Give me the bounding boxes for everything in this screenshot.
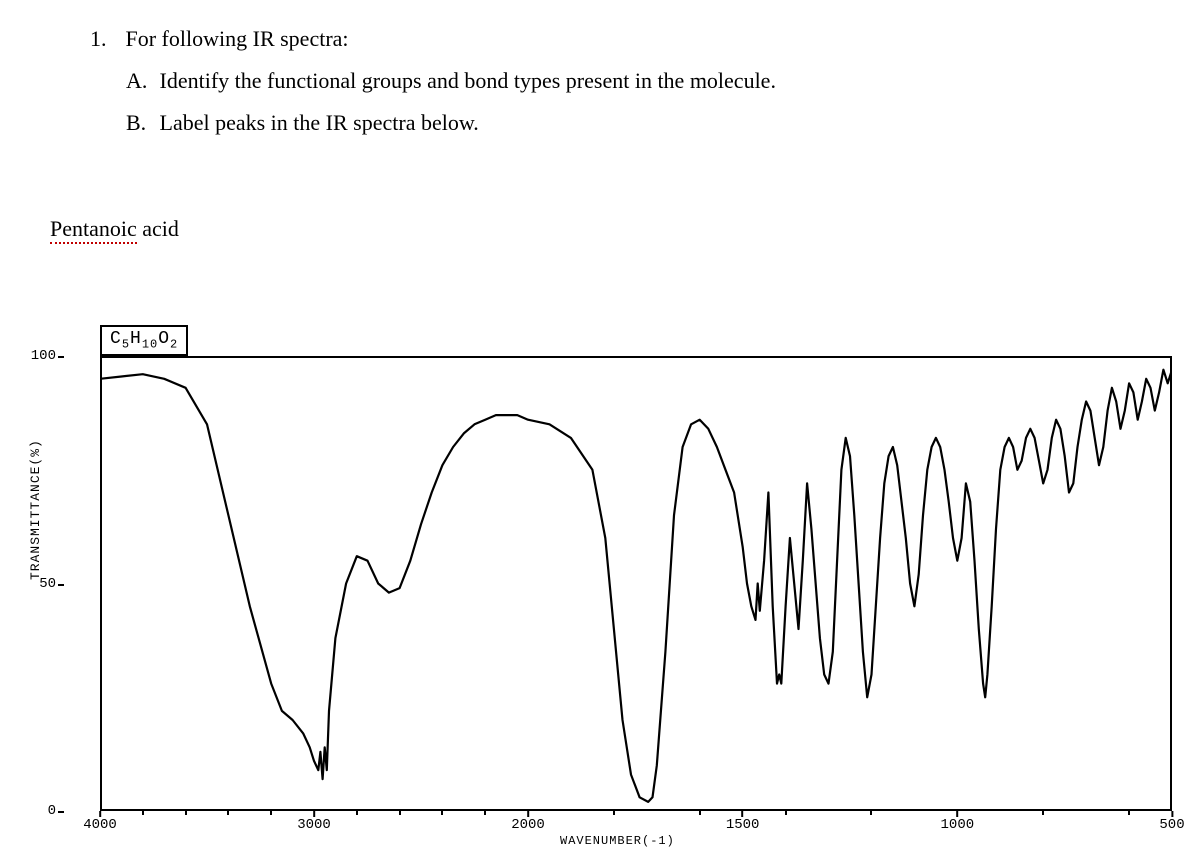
sub-b: B. Label peaks in the IR spectra below. xyxy=(126,102,1150,144)
x-tick: 1000 xyxy=(941,817,975,833)
x-axis: 40003000200015001000500 xyxy=(100,811,1172,831)
y-tick: 0 xyxy=(12,803,56,819)
x-minor-tick xyxy=(356,811,358,815)
x-tick: 4000 xyxy=(83,817,117,833)
y-axis-label: TRANSMITTANCE(%) xyxy=(28,439,43,580)
x-minor-tick xyxy=(870,811,872,815)
x-axis-label: WAVENUMBER(-1) xyxy=(560,834,675,848)
x-tick: 500 xyxy=(1159,817,1184,833)
sub-a-text: Identify the functional groups and bond … xyxy=(160,68,776,93)
compound-dotted: Pentanoic xyxy=(50,216,137,244)
formula: C5H10O2 xyxy=(110,329,178,349)
x-minor-tick xyxy=(484,811,486,815)
x-minor-tick xyxy=(399,811,401,815)
sub-a-letter: A. xyxy=(126,60,154,102)
sub-b-text: Label peaks in the IR spectra below. xyxy=(160,110,479,135)
sub-a: A. Identify the functional groups and bo… xyxy=(126,60,1150,102)
x-minor-tick xyxy=(1042,811,1044,815)
x-tick: 3000 xyxy=(297,817,331,833)
spectrum-line xyxy=(100,370,1172,802)
x-minor-tick xyxy=(227,811,229,815)
x-minor-tick xyxy=(785,811,787,815)
compound-name: Pentanoic acid xyxy=(50,216,179,242)
x-minor-tick xyxy=(441,811,443,815)
formula-box: C5H10O2 xyxy=(100,325,188,356)
sub-b-letter: B. xyxy=(126,102,154,144)
y-tick: 50 xyxy=(12,576,56,592)
x-minor-tick xyxy=(185,811,187,815)
y-tick: 100 xyxy=(12,348,56,364)
question-line: 1. For following IR spectra: xyxy=(90,18,1150,60)
question-block: 1. For following IR spectra: A. Identify… xyxy=(90,18,1150,143)
x-minor-tick xyxy=(613,811,615,815)
question-prompt: For following IR spectra: xyxy=(126,26,349,51)
ir-spectrum xyxy=(100,356,1172,811)
x-tick: 2000 xyxy=(511,817,545,833)
x-minor-tick xyxy=(1128,811,1130,815)
x-minor-tick xyxy=(270,811,272,815)
x-minor-tick xyxy=(142,811,144,815)
x-tick: 1500 xyxy=(726,817,760,833)
question-number: 1. xyxy=(90,18,120,60)
compound-rest: acid xyxy=(137,216,179,241)
x-minor-tick xyxy=(699,811,701,815)
